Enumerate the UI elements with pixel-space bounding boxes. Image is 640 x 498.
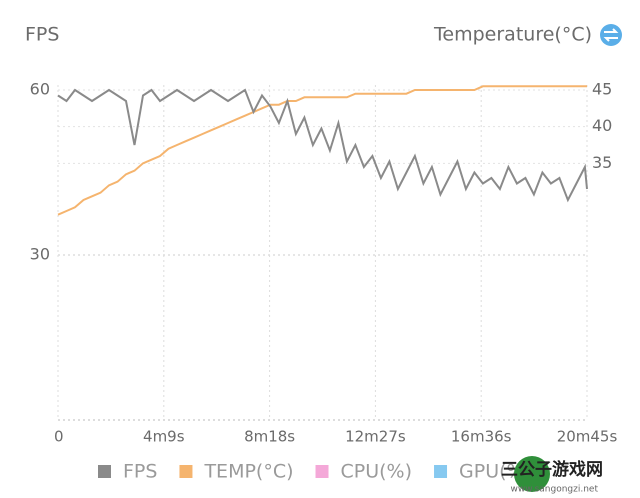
y2-tick-label: 45	[592, 80, 612, 99]
y2-tick-label: 35	[592, 153, 612, 172]
x-tick-label: 4m9s	[143, 428, 185, 446]
y-tick-label: 60	[30, 80, 50, 99]
x-tick-label: 20m45s	[557, 428, 618, 446]
right-axis-title: Temperature(°C)	[433, 24, 592, 46]
x-tick-label: 16m36s	[451, 428, 512, 446]
series-line	[57, 85, 587, 216]
legend-swatch	[179, 465, 193, 478]
legend-label: FPS	[123, 461, 157, 483]
legend-swatch	[434, 465, 448, 478]
legend-label: CPU(%)	[341, 461, 413, 483]
y-tick-label: 30	[30, 245, 50, 264]
x-tick-label: 12m27s	[345, 428, 406, 446]
swap-icon[interactable]	[600, 24, 622, 46]
legend-label: GPU(%)	[459, 461, 532, 483]
legend-swatch	[315, 465, 329, 478]
watermark: 三公子游戏网 www.sangongzi.net	[501, 456, 603, 495]
legend-label: TEMP(°C)	[203, 461, 293, 483]
x-tick-label: 8m18s	[244, 428, 295, 446]
x-tick-label: 0	[54, 428, 64, 446]
watermark-text: 三公子游戏网	[501, 459, 603, 480]
legend-swatch	[98, 465, 111, 478]
watermark-url: www.sangongzi.net	[510, 485, 598, 495]
series-line	[57, 88, 588, 203]
y2-tick-label: 40	[592, 116, 612, 135]
left-axis-title: FPS	[25, 24, 59, 46]
